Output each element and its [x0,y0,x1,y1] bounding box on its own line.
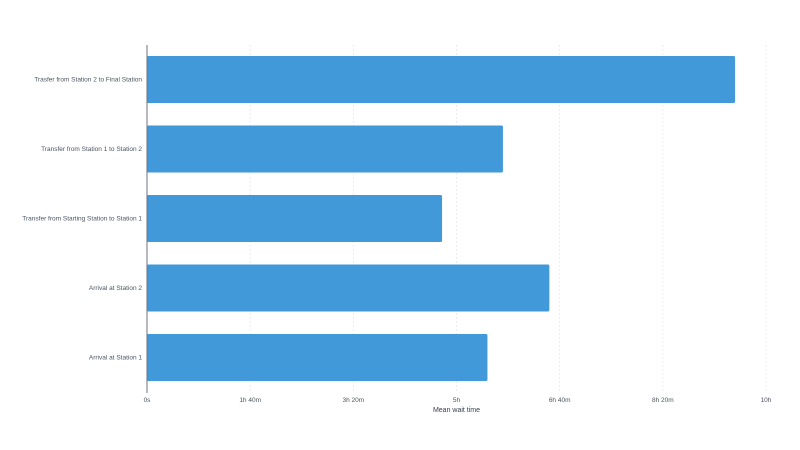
category-label: Trasfer from Station 2 to Final Station [34,77,142,84]
category-labels: Trasfer from Station 2 to Final Station T… [22,77,142,362]
x-tick-label: 0s [144,397,152,404]
bar[interactable] [147,264,550,312]
bar[interactable] [147,125,503,173]
bar[interactable] [147,334,488,381]
category-label: Transfer from Starting Station to Statio… [22,216,142,223]
x-tick-label: 1h 40m [239,397,261,404]
x-tick-label: 5h [453,397,461,404]
x-tick-label: 10h [761,397,772,404]
x-tick-label: 6h 40m [549,397,571,404]
x-tick-labels: 0s 1h 40m 3h 20m 5h 6h 40m 8h 20m 10h [144,397,772,404]
category-label: Arrival at Station 1 [89,355,142,362]
bars [147,56,736,381]
bar[interactable] [147,195,443,242]
x-axis-title: Mean wait time [433,407,480,414]
bar[interactable] [147,56,736,103]
category-label: Arrival at Station 2 [89,285,142,292]
x-tick-label: 3h 20m [342,397,364,404]
category-label: Transfer from Station 1 to Station 2 [41,146,142,153]
x-tick-label: 8h 20m [652,397,674,404]
